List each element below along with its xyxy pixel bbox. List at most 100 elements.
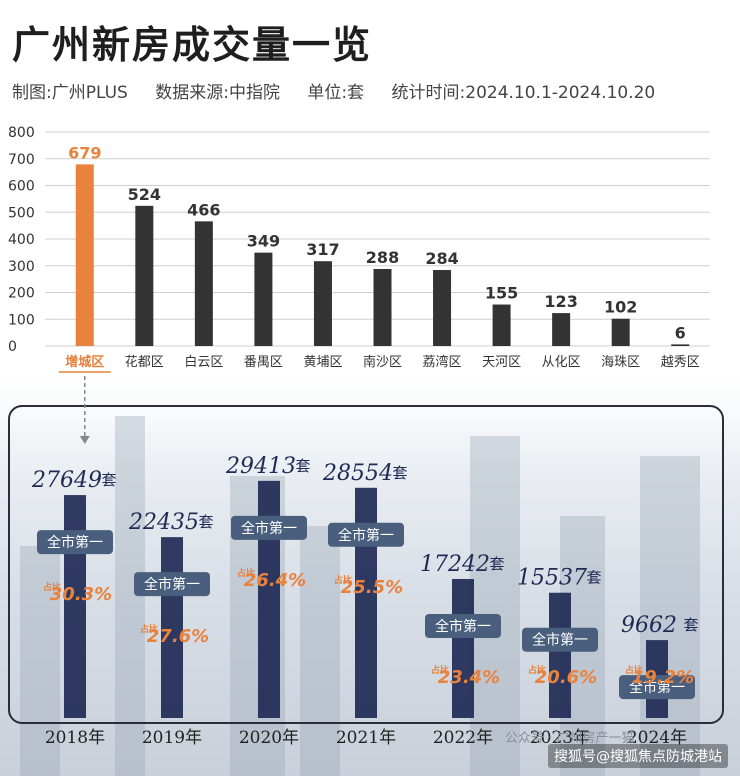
bar xyxy=(373,268,392,346)
rank-badge xyxy=(522,627,598,652)
data-label: 317 xyxy=(306,240,339,259)
history-value: 9662 xyxy=(621,613,677,638)
faint-watermark: 公众号 · 广州房产一猫 xyxy=(505,731,635,746)
x-tick-label: 从化区 xyxy=(542,355,581,370)
rank-badge xyxy=(425,613,501,638)
history-bar xyxy=(64,495,86,718)
history-unit: 套 xyxy=(295,457,310,475)
period-label: 统计时间:2024.10.1-2024.10.20 xyxy=(391,83,656,103)
data-label: 155 xyxy=(485,284,518,303)
rank-badge-label: 全市第一 xyxy=(241,520,297,537)
y-tick-label: 100 xyxy=(8,312,35,328)
bar xyxy=(313,261,332,346)
share-value: 26.4% xyxy=(244,570,306,591)
share-label: 占比 xyxy=(625,664,643,676)
share-value: 25.5% xyxy=(341,577,403,598)
share-label: 占比 xyxy=(334,574,352,586)
bar xyxy=(552,313,571,346)
y-tick-label: 500 xyxy=(8,205,35,221)
history-year-label: 2024年 xyxy=(627,728,687,748)
rank-badge xyxy=(619,675,695,700)
bar xyxy=(194,221,213,346)
share-value: 30.3% xyxy=(50,584,112,605)
history-value: 27649 xyxy=(31,468,102,493)
history-value: 15537 xyxy=(517,566,587,591)
history-year-label: 2021年 xyxy=(336,728,396,748)
data-label: 466 xyxy=(187,200,220,219)
chart-meta: 制图:广州PLUS 数据来源:中指院 单位:套 统计时间:2024.10.1-2… xyxy=(12,78,677,103)
history-bar xyxy=(549,592,571,718)
data-label: 284 xyxy=(425,249,458,268)
rank-badge-label: 全市第一 xyxy=(338,527,394,544)
bar xyxy=(135,205,154,346)
rank-badge-label: 全市第一 xyxy=(144,576,200,593)
y-tick-label: 400 xyxy=(8,232,35,248)
history-panel xyxy=(8,405,724,724)
x-tick-label: 越秀区 xyxy=(661,355,700,370)
data-label: 679 xyxy=(68,143,101,162)
data-label: 349 xyxy=(247,232,280,251)
y-tick-label: 700 xyxy=(8,152,35,168)
data-source: 数据来源:中指院 xyxy=(155,83,280,103)
bar xyxy=(433,270,452,346)
history-year-label: 2022年 xyxy=(433,728,493,748)
unit-label: 单位:套 xyxy=(307,83,365,103)
corner-watermark: 搜狐号@搜狐焦点防城港站 xyxy=(548,744,728,768)
rank-badge xyxy=(231,515,307,540)
share-value: 20.6% xyxy=(535,667,597,688)
share-label: 占比 xyxy=(528,664,546,676)
history-bar xyxy=(258,480,280,718)
x-tick-label: 番禺区 xyxy=(244,355,283,370)
y-tick-label: 800 xyxy=(8,125,35,141)
rank-badge-label: 全市第一 xyxy=(435,618,491,635)
bar xyxy=(75,164,94,346)
x-tick-label: 南沙区 xyxy=(363,354,402,370)
history-value: 22435 xyxy=(128,510,199,535)
share-value: 19.2% xyxy=(632,667,694,688)
history-year-label: 2023年 xyxy=(530,728,590,748)
rank-badge-label: 全市第一 xyxy=(629,679,685,696)
data-label: 524 xyxy=(128,185,161,204)
history-year-label: 2020年 xyxy=(239,728,299,748)
data-label: 123 xyxy=(544,292,577,311)
y-tick-label: 200 xyxy=(8,286,35,302)
history-year-label: 2019年 xyxy=(142,728,202,748)
history-value: 28554 xyxy=(322,461,393,486)
bar xyxy=(492,304,511,346)
rank-badge xyxy=(134,572,210,597)
rank-badge xyxy=(37,530,113,555)
share-label: 占比 xyxy=(431,664,449,676)
history-value: 17242 xyxy=(420,552,490,577)
bar xyxy=(611,318,630,346)
data-label: 288 xyxy=(366,248,399,267)
x-tick-label: 荔湾区 xyxy=(423,354,462,370)
history-bar xyxy=(452,578,474,718)
data-label: 6 xyxy=(675,323,686,342)
x-tick-label: 天河区 xyxy=(482,355,521,370)
data-label: 102 xyxy=(604,298,637,317)
rank-badge-label: 全市第一 xyxy=(47,534,103,551)
history-year-label: 2018年 xyxy=(45,728,105,748)
y-tick-label: 300 xyxy=(8,259,35,275)
bar xyxy=(254,252,273,346)
history-value: 29413 xyxy=(225,454,296,479)
pointer-arrow xyxy=(79,436,90,444)
share-value: 23.4% xyxy=(438,667,500,688)
share-value: 27.6% xyxy=(147,626,209,647)
history-unit: 套 xyxy=(198,513,213,531)
rank-badge-label: 全市第一 xyxy=(532,632,588,649)
chart-maker: 制图:广州PLUS xyxy=(12,83,128,103)
x-tick-label: 黄埔区 xyxy=(303,355,342,370)
bar xyxy=(671,344,690,346)
share-label: 占比 xyxy=(237,567,255,579)
history-unit: 套 xyxy=(392,464,407,482)
x-tick-label: 花都区 xyxy=(125,354,164,370)
page-title: 广州新房成交量一览 xyxy=(12,23,373,67)
y-tick-label: 600 xyxy=(8,179,35,195)
x-tick-label: 白云区 xyxy=(184,354,223,370)
share-label: 占比 xyxy=(140,623,158,635)
history-bar xyxy=(355,487,377,718)
x-tick-label: 海珠区 xyxy=(601,355,640,370)
history-unit: 套 xyxy=(101,471,116,489)
